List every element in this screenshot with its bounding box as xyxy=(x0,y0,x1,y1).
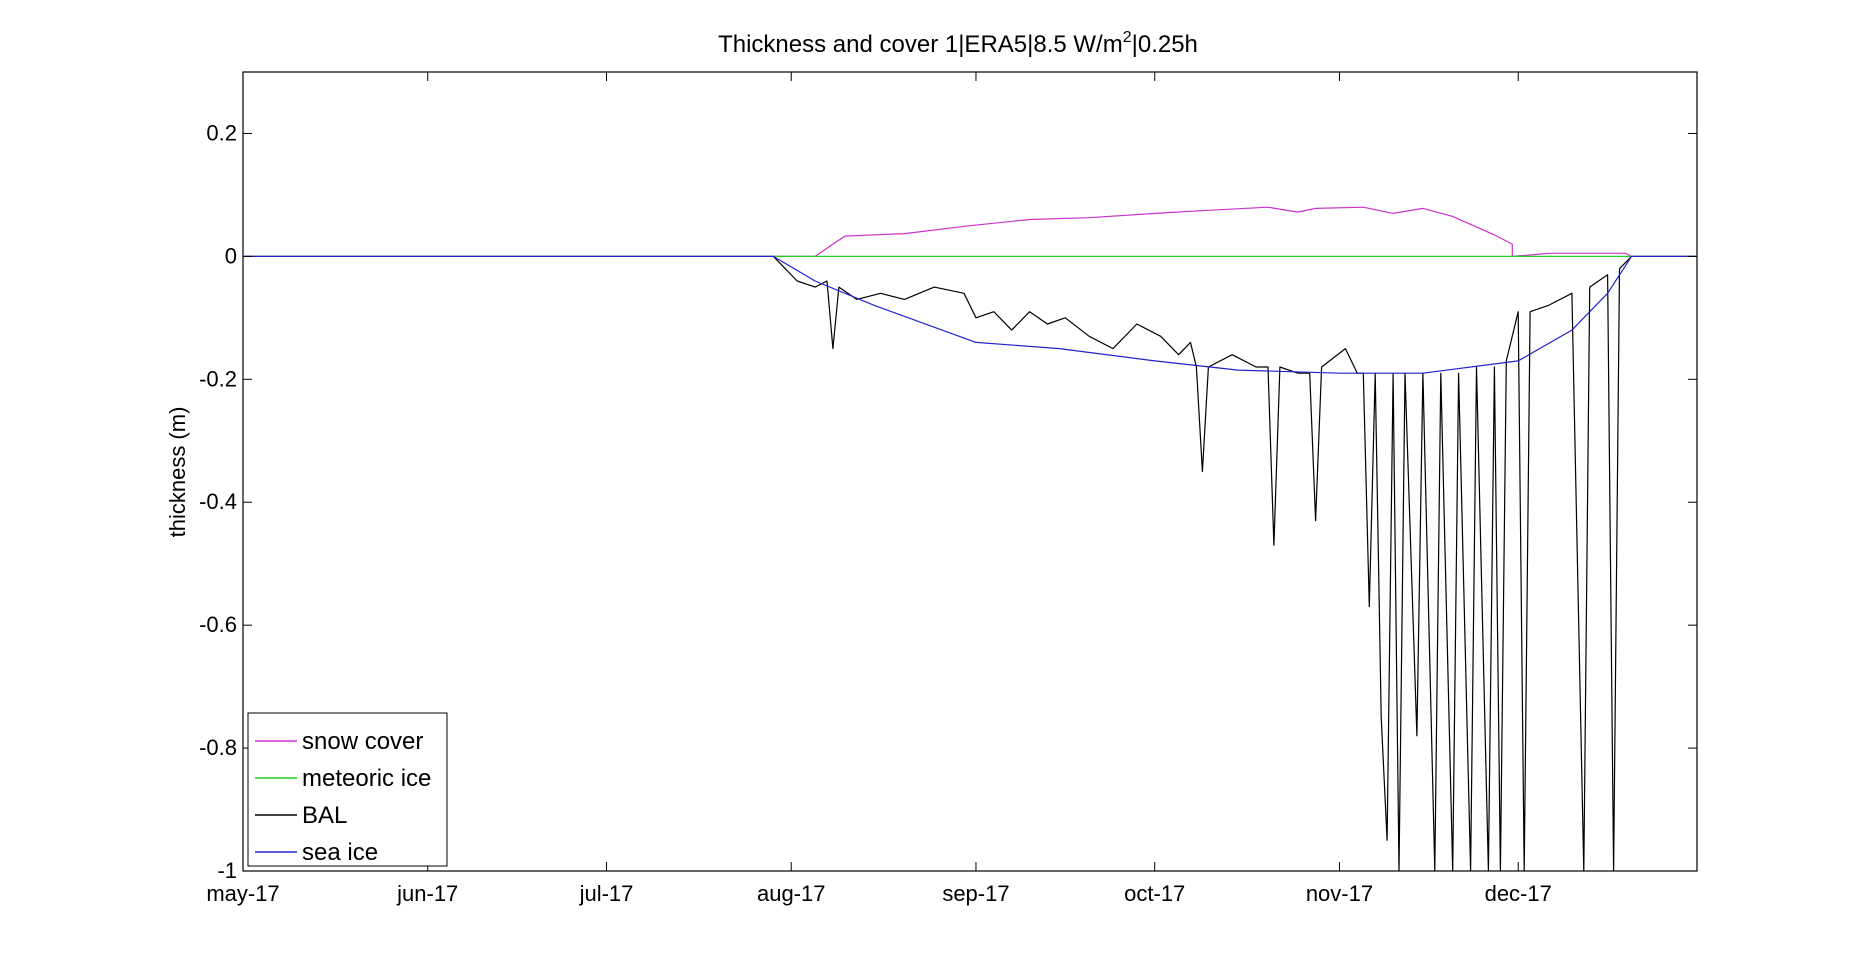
series-bal xyxy=(772,255,1632,872)
series-sea-ice xyxy=(243,255,1697,374)
legend-label-snow-cover: snow cover xyxy=(302,728,423,755)
y-tick-label-2: -0.2 xyxy=(199,366,237,391)
y-axis: 0.2 0 -0.2 -0.4 -0.6 -0.8 -1 xyxy=(199,120,1697,883)
y-tick-label-3: -0.4 xyxy=(199,489,237,514)
y-tick-label-1: 0 xyxy=(225,243,237,268)
y-tick-label-5: -0.8 xyxy=(199,735,237,760)
y-tick-label-6: -1 xyxy=(217,858,237,883)
x-tick-label-5: oct-17 xyxy=(1124,881,1185,906)
legend-box xyxy=(247,712,448,867)
y-axis-label: thickness (m) xyxy=(165,407,190,538)
chart-title: Thickness and cover 1|ERA5|8.5 W/m2|0.25… xyxy=(718,29,1198,58)
legend: snow cover meteoric ice BAL sea ice xyxy=(247,712,448,867)
y-tick-label-0: 0.2 xyxy=(206,120,237,145)
x-axis: may-17 jun-17 jul-17 aug-17 sep-17 oct-17 nov-… xyxy=(206,72,1552,906)
x-tick-label-3: aug-17 xyxy=(757,881,826,906)
x-tick-label-2: jul-17 xyxy=(579,881,634,906)
x-tick-label-0: may-17 xyxy=(206,881,279,906)
y-tick-label-4: -0.6 xyxy=(199,612,237,637)
x-tick-label-7: dec-17 xyxy=(1485,881,1552,906)
legend-label-bal: BAL xyxy=(302,802,347,829)
series-layer xyxy=(243,206,1697,872)
plot-area xyxy=(242,71,1698,872)
x-tick-label-4: sep-17 xyxy=(942,881,1009,906)
legend-label-sea-ice: sea ice xyxy=(302,839,378,866)
x-tick-label-6: nov-17 xyxy=(1306,881,1373,906)
series-snow-cover xyxy=(243,206,1697,257)
legend-label-meteoric-ice: meteoric ice xyxy=(302,765,431,792)
x-tick-label-1: jun-17 xyxy=(396,881,458,906)
